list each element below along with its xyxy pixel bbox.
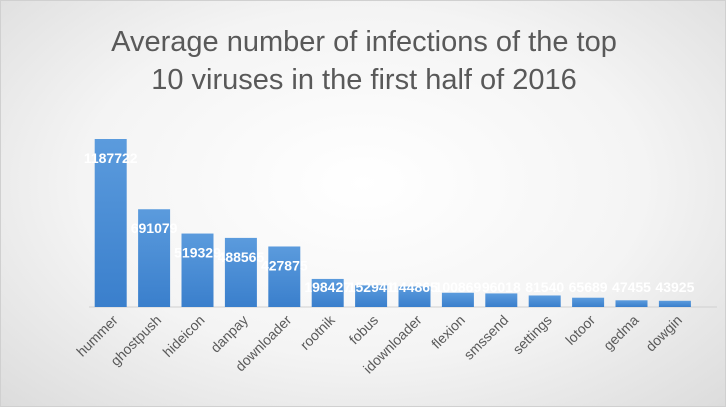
x-tick-label: settings bbox=[509, 312, 554, 357]
bar-danpay bbox=[224, 237, 257, 307]
bar-flexion bbox=[441, 292, 474, 307]
data-label: 100869 bbox=[435, 279, 482, 295]
bar-gedma bbox=[615, 300, 648, 307]
data-label: 96018 bbox=[482, 279, 521, 295]
data-label: 144865 bbox=[391, 279, 438, 295]
title-line-2: 10 viruses in the first half of 2016 bbox=[151, 64, 577, 96]
bar-idownloader bbox=[398, 286, 431, 307]
bar-rootnik bbox=[311, 278, 344, 307]
x-tick-label: dowgin bbox=[642, 312, 685, 355]
data-label: 519329 bbox=[174, 245, 221, 261]
bar-settings bbox=[528, 295, 561, 307]
data-label: 43925 bbox=[655, 279, 694, 295]
data-label: 1187722 bbox=[84, 150, 138, 166]
bar-dowgin bbox=[658, 300, 691, 307]
bar-hideicon bbox=[181, 233, 214, 307]
data-label: 488565 bbox=[218, 249, 265, 265]
x-tick-label: flexion bbox=[428, 312, 468, 352]
x-tick-label: danpay bbox=[207, 312, 251, 356]
bar-smssend bbox=[485, 293, 518, 307]
title-line-1: Average number of infections of the top bbox=[111, 26, 617, 58]
x-tick-label: smssend bbox=[460, 312, 511, 363]
bar-ghostpush bbox=[138, 209, 171, 307]
bar-downloader bbox=[268, 246, 301, 307]
x-tick-label: lotoor bbox=[562, 312, 598, 348]
x-tick-label: fobus bbox=[346, 312, 382, 348]
data-label: 427875 bbox=[261, 257, 308, 273]
bar-lotoor bbox=[572, 297, 605, 307]
bar-fobus bbox=[355, 285, 388, 307]
x-tick-label: hideicon bbox=[159, 312, 207, 360]
chart-title: Average number of infections of the top … bbox=[1, 23, 725, 99]
data-label: 198427 bbox=[304, 279, 351, 295]
x-tick-label: gedma bbox=[600, 312, 642, 354]
data-label: 65689 bbox=[569, 279, 608, 295]
data-label: 152941 bbox=[348, 279, 395, 295]
data-label: 47455 bbox=[612, 279, 651, 295]
bar-hummer bbox=[94, 139, 127, 307]
data-label: 691079 bbox=[131, 220, 178, 236]
data-label: 81540 bbox=[525, 279, 564, 295]
x-tick-label: rootnik bbox=[297, 311, 339, 353]
